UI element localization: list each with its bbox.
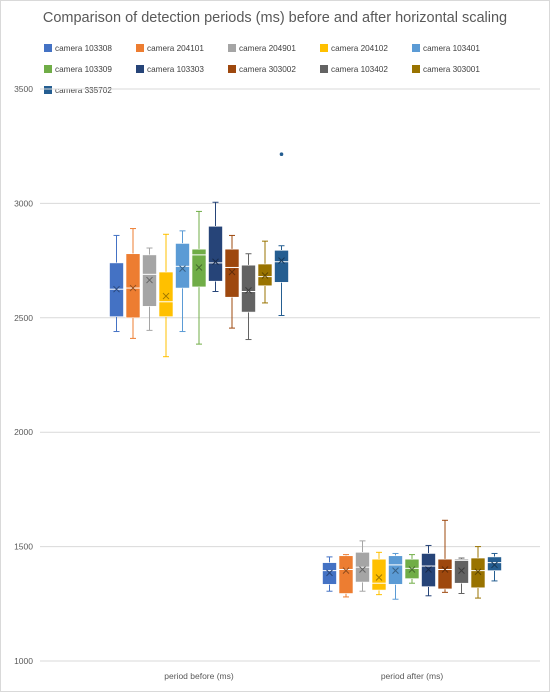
mean-marker [129,284,137,292]
mean-marker [408,566,416,573]
legend-label: camera 335702 [55,85,112,95]
legend-label: camera 303001 [423,64,480,74]
legend-swatch [44,86,52,94]
legend-label: camera 204901 [239,43,296,53]
mean-marker [162,292,170,300]
legend-label: camera 103303 [147,64,204,74]
legend-swatch [44,44,52,52]
legend-item: camera 103402 [320,61,412,77]
mean-marker [146,276,153,284]
mean-marker [458,567,465,574]
mean-marker [375,574,383,581]
y-tick-label: 2000 [14,427,33,437]
box [338,555,354,594]
legend-item: camera 303001 [412,61,504,77]
box [125,253,141,319]
legend-item: camera 303002 [228,61,320,77]
box [274,250,289,283]
mean-marker [245,286,252,294]
mean-marker [441,566,449,573]
mean-marker [212,258,219,266]
box [371,558,387,591]
legend-label: camera 204102 [331,43,388,53]
legend-item: camera 103303 [136,61,228,77]
mean-marker [326,569,333,577]
mean-marker [228,268,236,276]
legend-swatch [44,65,52,73]
mean-marker [179,265,186,272]
legend-label: camera 303002 [239,64,296,74]
mean-marker [261,272,269,279]
legend-swatch [228,65,236,73]
mean-marker [342,567,350,574]
x-category-label: period before (ms) [164,671,234,681]
box [487,556,502,571]
legend-item: camera 103401 [412,40,504,56]
legend-item: camera 103309 [44,61,136,77]
legend-item: camera 204101 [136,40,228,56]
y-tick-label: 1500 [14,542,33,552]
legend-item: camera 204102 [320,40,412,56]
legend-swatch [412,65,420,73]
box [470,557,486,589]
legend-swatch [136,65,144,73]
mean-marker [113,285,120,293]
mean-marker [278,257,285,264]
y-tick-label: 1000 [14,656,33,666]
legend-swatch [136,44,144,52]
mean-marker [195,264,203,271]
legend-swatch [320,65,328,73]
legend: camera 103308 camera 204101 camera 204901 c… [44,39,514,102]
box [158,271,174,317]
legend-label: camera 204101 [147,43,204,53]
box [437,558,453,590]
mean-marker [359,566,366,573]
legend-label: camera 103401 [423,43,480,53]
legend-item: camera 103308 [44,40,136,56]
mean-marker [392,567,399,574]
mean-marker [474,568,482,576]
legend-item: camera 204901 [228,40,320,56]
y-tick-label: 3500 [14,84,33,94]
box [208,225,223,282]
legend-swatch [228,44,236,52]
legend-swatch [320,44,328,52]
legend-label: camera 103402 [331,64,388,74]
outlier-point [279,152,284,157]
legend-item: camera 335702 [44,82,136,98]
box [241,264,256,313]
y-tick-label: 2500 [14,313,33,323]
legend-label: camera 103309 [55,64,112,74]
box [224,248,240,298]
y-tick-label: 3000 [14,198,33,208]
mean-marker [491,561,498,569]
legend-swatch [412,44,420,52]
x-category-label: period after (ms) [381,671,444,681]
mean-marker [425,566,432,573]
chart-title: Comparison of detection periods (ms) bef… [42,10,508,26]
legend-label: camera 103308 [55,43,112,53]
box [175,243,190,289]
